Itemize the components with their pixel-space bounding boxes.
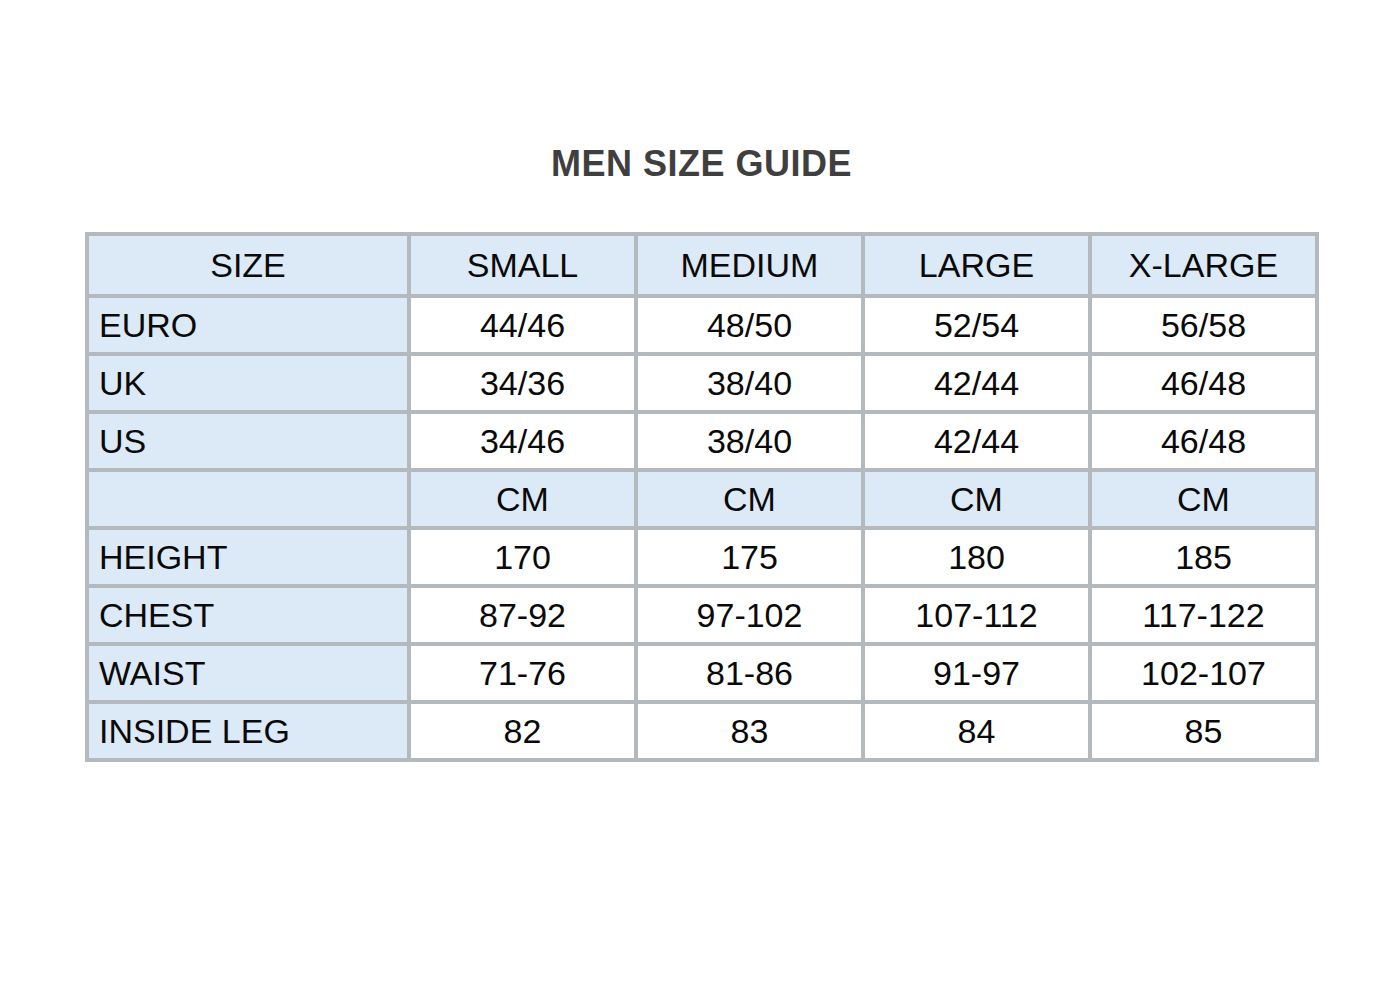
cell-euro-medium: 48/50 <box>636 296 863 354</box>
header-cell-medium: MEDIUM <box>636 234 863 296</box>
header-cell-small: SMALL <box>409 234 636 296</box>
row-waist: WAIST 71-76 81-86 91-97 102-107 <box>87 644 1317 702</box>
row-label-us: US <box>87 412 409 470</box>
cell-inside-leg-x-large: 85 <box>1090 702 1317 760</box>
cell-waist-small: 71-76 <box>409 644 636 702</box>
cell-us-medium: 38/40 <box>636 412 863 470</box>
row-label-inside-leg: INSIDE LEG <box>87 702 409 760</box>
cell-waist-medium: 81-86 <box>636 644 863 702</box>
row-uk: UK 34/36 38/40 42/44 46/48 <box>87 354 1317 412</box>
cell-height-small: 170 <box>409 528 636 586</box>
row-cm-units: CM CM CM CM <box>87 470 1317 528</box>
cell-cm-x-large: CM <box>1090 470 1317 528</box>
header-cell-large: LARGE <box>863 234 1090 296</box>
row-label-euro: EURO <box>87 296 409 354</box>
table-header-row: SIZE SMALL MEDIUM LARGE X-LARGE <box>87 234 1317 296</box>
row-chest: CHEST 87-92 97-102 107-112 117-122 <box>87 586 1317 644</box>
cell-chest-large: 107-112 <box>863 586 1090 644</box>
cell-cm-large: CM <box>863 470 1090 528</box>
row-us: US 34/46 38/40 42/44 46/48 <box>87 412 1317 470</box>
row-label-waist: WAIST <box>87 644 409 702</box>
cell-us-large: 42/44 <box>863 412 1090 470</box>
cell-euro-large: 52/54 <box>863 296 1090 354</box>
cell-cm-medium: CM <box>636 470 863 528</box>
cell-chest-x-large: 117-122 <box>1090 586 1317 644</box>
row-label-empty <box>87 470 409 528</box>
row-label-uk: UK <box>87 354 409 412</box>
cell-cm-small: CM <box>409 470 636 528</box>
row-label-height: HEIGHT <box>87 528 409 586</box>
cell-height-large: 180 <box>863 528 1090 586</box>
cell-us-x-large: 46/48 <box>1090 412 1317 470</box>
cell-uk-medium: 38/40 <box>636 354 863 412</box>
cell-euro-small: 44/46 <box>409 296 636 354</box>
row-inside-leg: INSIDE LEG 82 83 84 85 <box>87 702 1317 760</box>
cell-euro-x-large: 56/58 <box>1090 296 1317 354</box>
cell-height-x-large: 185 <box>1090 528 1317 586</box>
cell-us-small: 34/46 <box>409 412 636 470</box>
row-height: HEIGHT 170 175 180 185 <box>87 528 1317 586</box>
cell-inside-leg-medium: 83 <box>636 702 863 760</box>
cell-uk-large: 42/44 <box>863 354 1090 412</box>
cell-chest-small: 87-92 <box>409 586 636 644</box>
row-label-chest: CHEST <box>87 586 409 644</box>
cell-uk-x-large: 46/48 <box>1090 354 1317 412</box>
header-cell-x-large: X-LARGE <box>1090 234 1317 296</box>
men-size-guide-table: SIZE SMALL MEDIUM LARGE X-LARGE EURO 44/… <box>85 232 1319 762</box>
cell-inside-leg-large: 84 <box>863 702 1090 760</box>
size-guide-page: MEN SIZE GUIDE SIZE SMALL MEDIUM LARGE X… <box>0 0 1381 995</box>
cell-uk-small: 34/36 <box>409 354 636 412</box>
cell-waist-x-large: 102-107 <box>1090 644 1317 702</box>
page-title: MEN SIZE GUIDE <box>85 143 1318 185</box>
cell-inside-leg-small: 82 <box>409 702 636 760</box>
cell-chest-medium: 97-102 <box>636 586 863 644</box>
cell-waist-large: 91-97 <box>863 644 1090 702</box>
cell-height-medium: 175 <box>636 528 863 586</box>
row-euro: EURO 44/46 48/50 52/54 56/58 <box>87 296 1317 354</box>
header-cell-size: SIZE <box>87 234 409 296</box>
